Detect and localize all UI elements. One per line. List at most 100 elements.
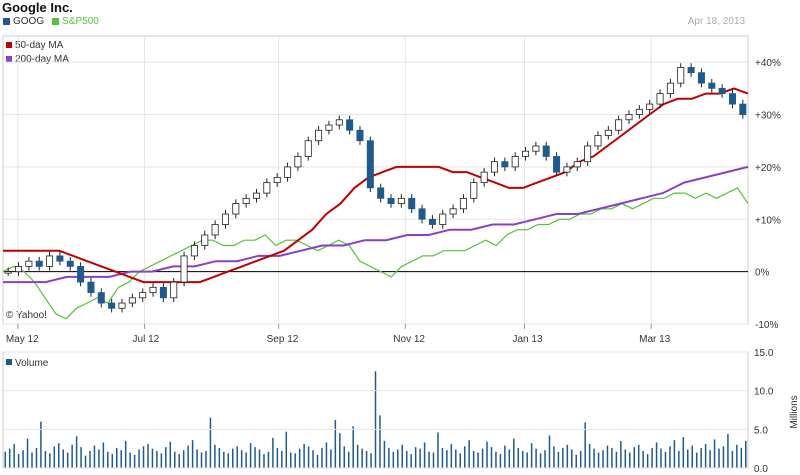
goog-candle [553, 156, 561, 173]
legend-label-ma50: 50-day MA [15, 40, 64, 51]
goog-candle [594, 135, 602, 147]
goog-candle [325, 124, 333, 131]
volume-y-tick-label: 15.0 [754, 348, 774, 359]
volume-y-tick-label: 0.0 [754, 464, 768, 475]
x-tick-label: Mar 13 [639, 334, 671, 345]
x-tick-label: Jan 13 [513, 334, 543, 345]
goog-candle [604, 129, 612, 136]
volume-y-tick-label: 10.0 [754, 387, 774, 398]
goog-candle [511, 156, 519, 168]
goog-candle [118, 302, 126, 309]
volume-axis-ticks: 15.0 10.0 5.0 0.0 [3, 348, 774, 475]
volume-axis-label: Millions [789, 395, 800, 428]
goog-candle [428, 218, 436, 225]
goog-candle [139, 292, 147, 299]
goog-candle [470, 182, 478, 199]
goog-candle [66, 260, 74, 267]
goog-candle [377, 187, 385, 199]
volume-bars [4, 371, 747, 468]
legend-item-goog[interactable]: GOOG [3, 16, 44, 27]
goog-candle [728, 93, 736, 105]
legend-swatch-sp500 [52, 18, 60, 25]
legend-label-goog: GOOG [13, 16, 45, 27]
goog-candle [397, 197, 405, 204]
goog-candle [677, 67, 685, 84]
goog-candle [501, 161, 509, 168]
y-tick-label: 0% [755, 268, 770, 279]
x-tick-label: Nov 12 [393, 334, 425, 345]
x-tick-label: Jul 12 [133, 334, 160, 345]
goog-candle [366, 140, 374, 189]
y-tick-label: +30% [755, 111, 781, 122]
series-layer [2, 63, 749, 320]
legend-item-sp500[interactable]: S&P500 [52, 16, 99, 27]
legend-label-ma200: 200-day MA [15, 54, 69, 65]
legend-swatch-goog [3, 18, 10, 25]
goog-candle [480, 171, 488, 184]
goog-candle [211, 224, 219, 236]
goog-candle [15, 265, 23, 273]
goog-candle [346, 119, 354, 131]
goog-candle [159, 286, 167, 299]
goog-candle [294, 156, 302, 168]
goog-candle [149, 286, 157, 293]
goog-candle [108, 302, 116, 309]
main-plot-area [2, 35, 749, 325]
goog-candle [708, 82, 716, 89]
goog-candle [315, 129, 323, 142]
series-ma200 [3, 165, 749, 284]
goog-candle [387, 197, 395, 204]
goog-candle [263, 182, 271, 194]
grid [3, 36, 748, 325]
goog-candle [563, 166, 571, 173]
x-tick-label: Sep 12 [267, 334, 299, 345]
goog-candle [573, 161, 581, 168]
legend-label-sp500: S&P500 [62, 16, 99, 27]
watermark: © Yahoo! [6, 310, 47, 321]
goog-candle [335, 119, 343, 126]
goog-candle [180, 255, 188, 283]
goog-candle [635, 108, 643, 115]
legend-swatch-ma50 [6, 42, 12, 48]
goog-candle [221, 213, 229, 225]
goog-candle [542, 145, 550, 157]
goog-candle [718, 87, 726, 95]
series-sp500 [2, 187, 749, 320]
as-of-date: Apr 18, 2013 [687, 16, 745, 27]
goog-candle [190, 245, 198, 257]
goog-candle [201, 234, 209, 246]
goog-candle [4, 271, 12, 274]
goog-candle [646, 103, 654, 110]
goog-candle [418, 208, 426, 220]
axis-ticks: +40% +30% +20% +10% 0% -10% May 12 Jul 12 Sep 12… [6, 58, 781, 345]
goog-candle [449, 208, 457, 215]
volume-title: Volume [15, 358, 49, 369]
goog-candle [97, 292, 105, 304]
legend-top: GOOG S&P500 [3, 16, 99, 27]
legend-swatch-ma200 [6, 56, 12, 62]
goog-candle [459, 197, 467, 210]
goog-candle [128, 297, 136, 304]
goog-candle [739, 103, 747, 115]
goog-candle [273, 176, 281, 184]
goog-candle [253, 192, 261, 199]
goog-candle [56, 255, 64, 262]
goog-candle [584, 145, 592, 163]
goog-candle [439, 213, 447, 225]
goog-candle [77, 265, 85, 283]
goog-candle [615, 119, 623, 131]
goog-candle [656, 93, 664, 105]
goog-candle [408, 197, 416, 210]
goog-candle [284, 166, 292, 178]
goog-candle [35, 260, 43, 267]
volume-legend-swatch [6, 359, 12, 365]
goog-candle [666, 82, 674, 95]
goog-candle [522, 150, 530, 157]
page-title: Google Inc. [2, 0, 73, 15]
series-ma50 [3, 87, 749, 284]
goog-candle [490, 161, 498, 173]
goog-candle [304, 140, 312, 157]
goog-candle [170, 281, 178, 299]
goog-candle [356, 129, 364, 142]
goog-candle [687, 67, 695, 74]
